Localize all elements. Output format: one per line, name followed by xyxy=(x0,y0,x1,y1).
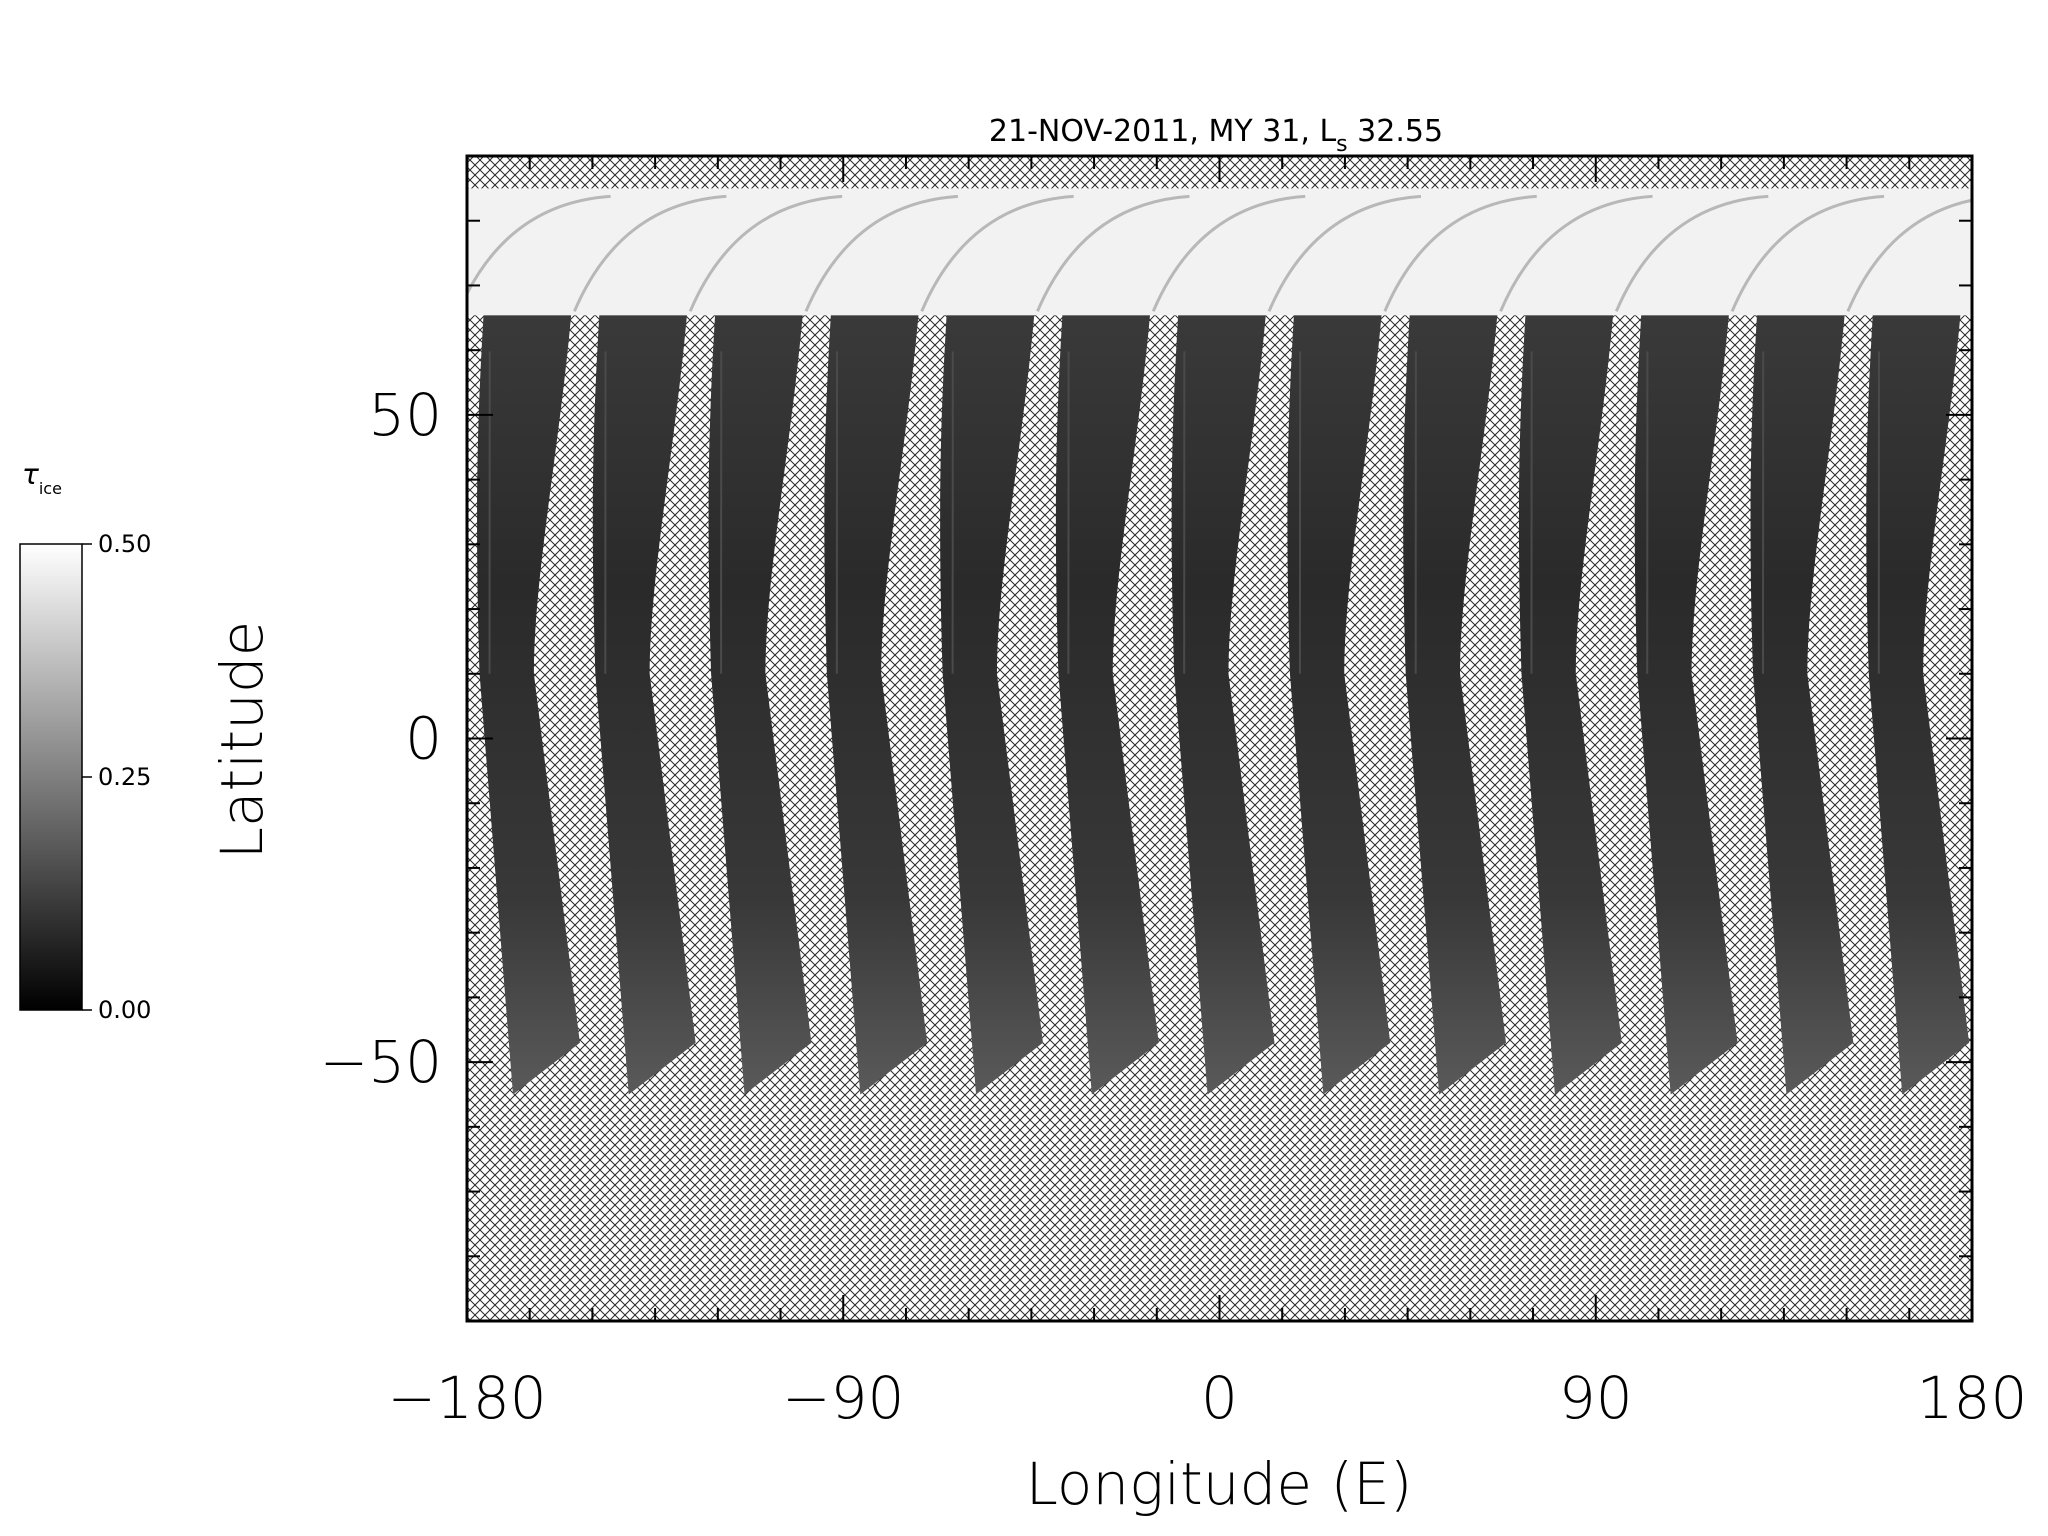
chart-title: 21-NOV-2011, MY 31, Ls 32.55 xyxy=(989,114,1443,157)
polar-bright-band xyxy=(467,188,1972,316)
data-swath xyxy=(824,311,928,1095)
polar-streak xyxy=(1036,194,1190,312)
colorbar-label-symbol: τ xyxy=(22,458,39,491)
x-tick-label: 90 xyxy=(1559,1364,1633,1432)
data-swath xyxy=(708,311,812,1095)
x-tick-label: −90 xyxy=(782,1364,904,1432)
data-swath xyxy=(1750,311,1854,1095)
data-swath xyxy=(940,311,1043,1095)
polar-streak xyxy=(920,194,1074,312)
colorbar-tick-label: 0.50 xyxy=(98,530,151,558)
data-swath xyxy=(1171,311,1275,1095)
data-swath xyxy=(1287,311,1391,1095)
x-tick-label: −180 xyxy=(387,1364,546,1432)
y-axis-title: Latitude xyxy=(208,621,276,860)
plot-area xyxy=(465,154,1974,1323)
data-swath xyxy=(592,311,696,1095)
data-swath xyxy=(1403,311,1507,1095)
colorbar-label-subscript: ice xyxy=(39,479,62,498)
chart-title-main: 21-NOV-2011, MY 31, L xyxy=(989,114,1337,149)
polar-streak xyxy=(1730,194,1885,312)
polar-streak xyxy=(1383,194,1537,312)
colorbar-tick-label: 0.25 xyxy=(98,763,151,791)
x-axis-title: Longitude (E) xyxy=(1026,1450,1413,1518)
polar-streak xyxy=(1846,198,1972,312)
x-tick-label: 180 xyxy=(1917,1364,2028,1432)
polar-streak xyxy=(573,194,727,312)
colorbar-ticks: 0.00 0.25 0.50 xyxy=(82,530,151,1024)
y-tick-label: 50 xyxy=(368,381,442,449)
polar-streak xyxy=(1614,194,1769,312)
data-swath xyxy=(1518,311,1622,1095)
polar-streak xyxy=(688,194,843,312)
y-tick-label: −50 xyxy=(320,1028,442,1096)
y-tick-label: 0 xyxy=(405,705,442,773)
colorbar-gradient xyxy=(19,543,83,1011)
polar-streak xyxy=(1151,194,1306,312)
data-swath xyxy=(1634,311,1738,1095)
data-swath xyxy=(1055,311,1159,1095)
data-swath xyxy=(477,311,580,1095)
chart-title-value: 32.55 xyxy=(1348,114,1443,149)
polar-streak xyxy=(804,194,959,312)
colorbar-tick-label: 0.00 xyxy=(98,996,151,1024)
map-layer xyxy=(467,188,1972,1095)
y-tick-labels: −50 0 50 xyxy=(320,381,442,1096)
polar-streak xyxy=(1499,194,1653,312)
data-swath xyxy=(1866,311,1970,1095)
polar-streak xyxy=(1267,194,1422,312)
chart-title-subscript: s xyxy=(1336,132,1347,157)
x-tick-labels: −180 −90 0 90 180 xyxy=(387,1364,2027,1432)
axis-ticks xyxy=(466,156,1973,1321)
colorbar-label: τice xyxy=(22,458,62,498)
x-tick-label: 0 xyxy=(1201,1364,1238,1432)
colorbar: τice 0.00 0.25 0.50 xyxy=(19,458,151,1024)
polar-streak xyxy=(467,194,611,297)
